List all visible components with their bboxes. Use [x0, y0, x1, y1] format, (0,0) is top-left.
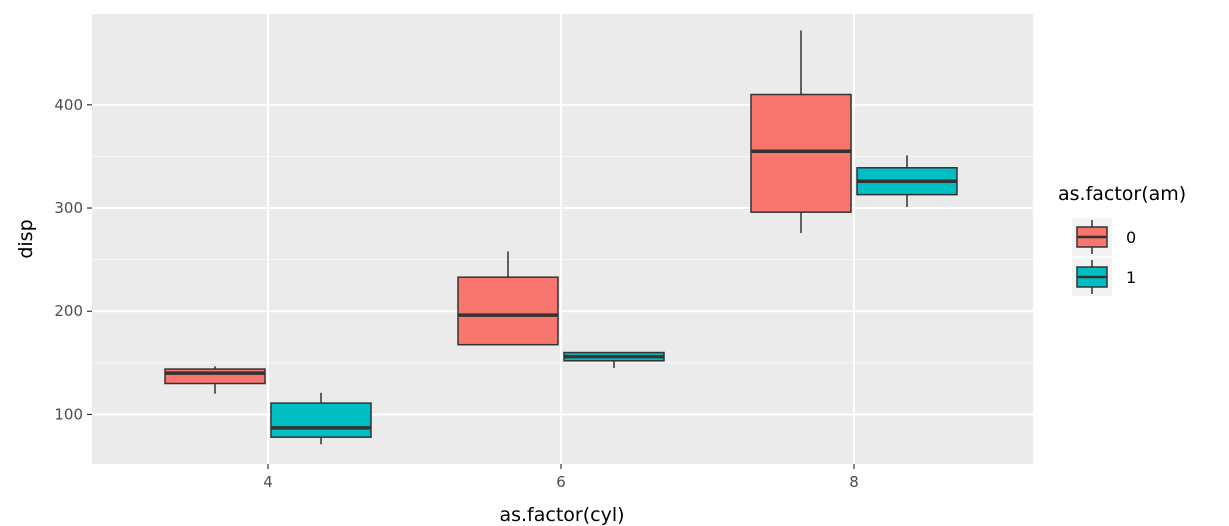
- x-axis-title: as.factor(cyl): [499, 504, 624, 526]
- box-iqr: [457, 276, 559, 346]
- legend-title: as.factor(am): [1058, 183, 1186, 205]
- box-group-cyl8-am0: [750, 30, 852, 234]
- x-tick-label: 4: [263, 473, 273, 491]
- legend-label: 1: [1126, 268, 1136, 287]
- panel-background: [92, 14, 1033, 464]
- y-tick-label: 400: [54, 96, 83, 114]
- y-axis-title: disp: [15, 219, 37, 258]
- legend-label: 0: [1126, 228, 1136, 247]
- y-tick-label: 100: [54, 405, 83, 423]
- box-group-cyl8-am1: [856, 155, 958, 208]
- axis-layer: 100 200 300 400 4 6 8: [54, 96, 858, 491]
- box-group-cyl6-am0: [457, 251, 559, 346]
- box-iqr: [750, 93, 852, 213]
- box-iqr: [164, 368, 266, 385]
- legend-item-1: 1: [1072, 258, 1136, 296]
- box-iqr: [270, 402, 372, 438]
- grid-layer: [92, 14, 1033, 464]
- x-tick-label: 6: [556, 473, 566, 491]
- box-group-cyl4-am0: [164, 366, 266, 394]
- legend-item-0: 0: [1072, 218, 1136, 256]
- x-tick-label: 8: [849, 473, 859, 491]
- legend-keys: 01: [1072, 218, 1136, 296]
- legend: as.factor(am) 01: [1058, 183, 1186, 296]
- box-group-cyl6-am1: [563, 351, 665, 369]
- y-tick-label: 300: [54, 199, 83, 217]
- box-layer: [164, 30, 958, 445]
- y-tick-label: 200: [54, 302, 83, 320]
- box-group-cyl4-am1: [270, 392, 372, 445]
